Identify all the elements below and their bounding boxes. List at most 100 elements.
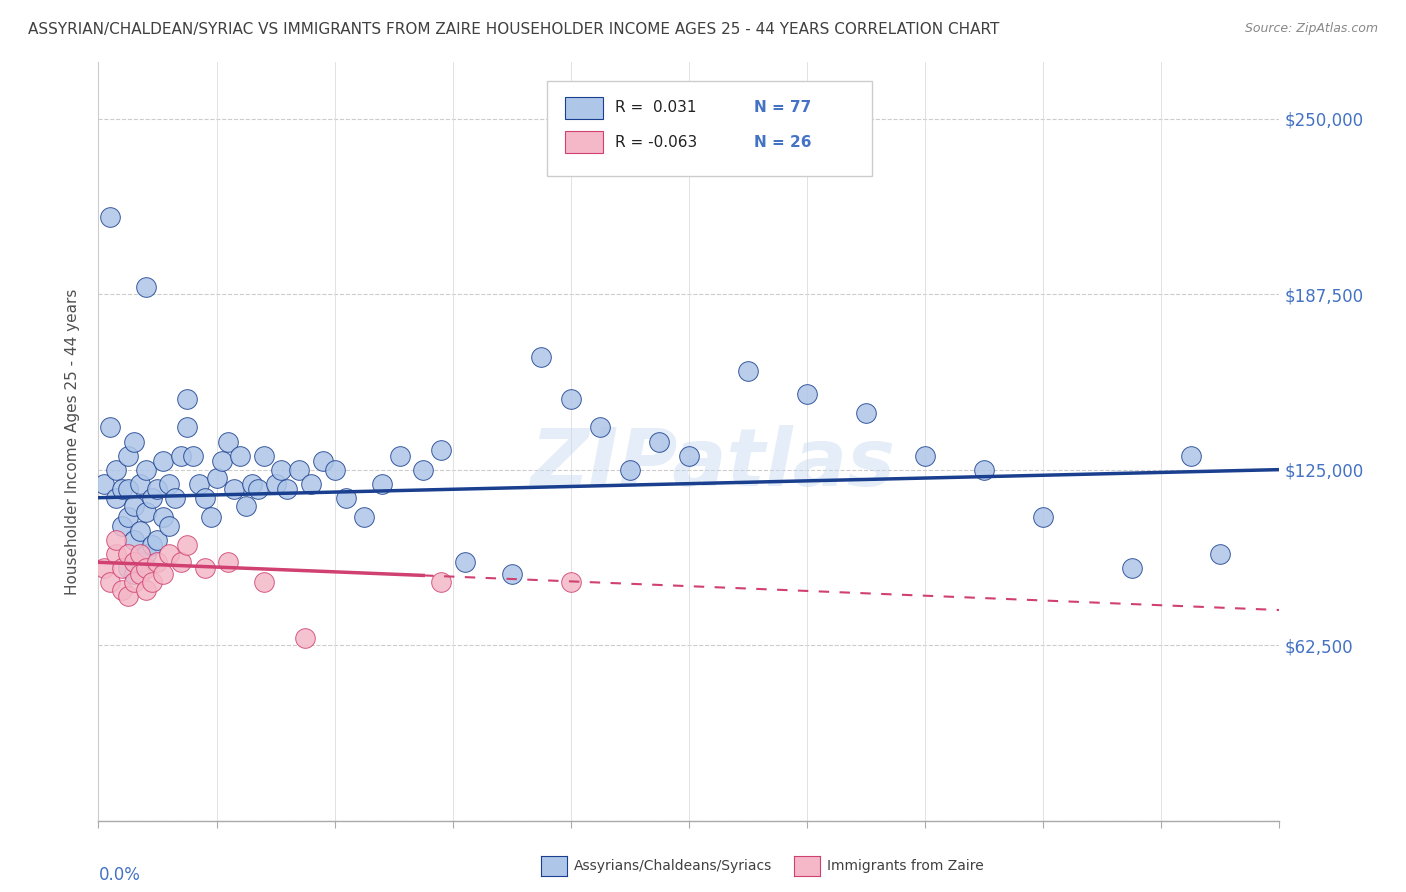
FancyBboxPatch shape [565, 130, 603, 153]
Point [111, 518, 134, 533]
Point [211, 454, 233, 468]
FancyBboxPatch shape [565, 96, 603, 120]
Point [276, 483, 298, 497]
Y-axis label: Householder Income Ages 25 - 44 years: Householder Income Ages 25 - 44 years [65, 288, 80, 595]
Point [294, 631, 316, 645]
Point [105, 491, 128, 505]
Point [253, 574, 276, 589]
Point [170, 555, 193, 569]
Point [170, 449, 193, 463]
Point [117, 483, 139, 497]
Point [135, 462, 157, 476]
Point [141, 538, 163, 552]
Point [117, 510, 139, 524]
Point [855, 407, 877, 421]
Text: N = 26: N = 26 [754, 135, 811, 150]
Point [1209, 547, 1232, 561]
Point [117, 547, 139, 561]
Point [146, 483, 169, 497]
Point [135, 583, 157, 598]
Point [105, 462, 128, 476]
Point [205, 471, 228, 485]
Point [98, 574, 121, 589]
Point [122, 574, 145, 589]
Point [430, 574, 453, 589]
Point [98, 420, 121, 434]
Point [111, 561, 134, 575]
Point [117, 589, 139, 603]
Point [353, 510, 375, 524]
Point [117, 561, 139, 575]
Point [157, 476, 180, 491]
Point [323, 462, 346, 476]
Point [796, 386, 818, 401]
Point [530, 351, 553, 365]
Point [117, 449, 139, 463]
Point [181, 449, 204, 463]
Point [217, 434, 239, 449]
Point [229, 449, 252, 463]
Point [560, 574, 582, 589]
Point [194, 561, 217, 575]
Point [141, 574, 163, 589]
Point [128, 555, 150, 569]
Point [93, 476, 115, 491]
Point [128, 476, 150, 491]
Point [152, 510, 174, 524]
Point [914, 449, 936, 463]
Text: ZIPatlas: ZIPatlas [530, 425, 896, 503]
Point [135, 280, 157, 294]
Point [270, 462, 292, 476]
Point [152, 454, 174, 468]
Point [176, 420, 198, 434]
Point [157, 547, 180, 561]
Point [678, 449, 700, 463]
Point [176, 538, 198, 552]
Point [501, 566, 523, 581]
Text: N = 77: N = 77 [754, 101, 811, 115]
Point [122, 499, 145, 513]
Point [146, 533, 169, 547]
Point [128, 524, 150, 539]
FancyBboxPatch shape [547, 81, 872, 177]
Point [98, 210, 121, 224]
Text: Source: ZipAtlas.com: Source: ZipAtlas.com [1244, 22, 1378, 36]
Point [93, 561, 115, 575]
Point [135, 505, 157, 519]
Point [141, 491, 163, 505]
Point [253, 449, 276, 463]
Point [157, 518, 180, 533]
Point [187, 476, 209, 491]
Point [560, 392, 582, 407]
Point [176, 392, 198, 407]
Text: R =  0.031: R = 0.031 [614, 101, 696, 115]
Point [135, 561, 157, 575]
Point [388, 449, 411, 463]
Point [288, 462, 311, 476]
Point [246, 483, 269, 497]
Point [146, 555, 169, 569]
Point [105, 533, 128, 547]
Point [122, 555, 145, 569]
Point [152, 566, 174, 581]
Point [128, 547, 150, 561]
Point [122, 566, 145, 581]
Point [412, 462, 434, 476]
Point [312, 454, 335, 468]
Point [430, 442, 453, 457]
Point [589, 420, 612, 434]
Point [1121, 561, 1143, 575]
Point [135, 547, 157, 561]
Point [1032, 510, 1054, 524]
Point [224, 483, 246, 497]
Point [737, 364, 759, 378]
Point [973, 462, 995, 476]
Point [105, 547, 128, 561]
Point [122, 434, 145, 449]
Point [217, 555, 239, 569]
Text: 0.0%: 0.0% [98, 866, 141, 884]
Point [122, 533, 145, 547]
Point [240, 476, 263, 491]
Point [619, 462, 641, 476]
Point [200, 510, 222, 524]
